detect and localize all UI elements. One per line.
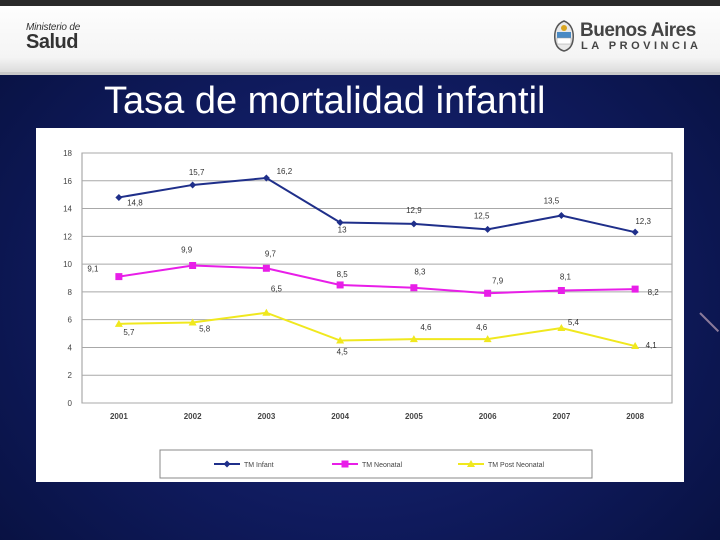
data-label: 4,6 [420, 323, 432, 332]
data-point [631, 228, 639, 236]
chart-legend: TM Infant TM Neonatal TM Post Neonatal [159, 449, 593, 479]
x-tick-label: 2008 [626, 412, 644, 421]
data-point [262, 174, 270, 182]
plot-frame [81, 152, 673, 404]
data-point [189, 262, 197, 269]
data-point [188, 318, 197, 326]
legend-label: TM Neonatal [362, 462, 403, 469]
ministerio-line1: Ministerio de [26, 22, 81, 33]
data-label: 8,2 [648, 288, 660, 297]
ministerio-logo: Ministerio de Salud [26, 22, 81, 53]
y-tick-label: 16 [63, 177, 72, 186]
data-label: 12,9 [406, 206, 422, 215]
data-label: 5,7 [123, 328, 135, 337]
data-label: 8,3 [414, 268, 426, 277]
data-label: 5,8 [199, 324, 211, 333]
legend-label: TM Post Neonatal [488, 462, 544, 469]
data-point [410, 220, 418, 228]
series-line [118, 311, 636, 348]
x-tick-label: 2006 [479, 412, 497, 421]
data-point [189, 181, 197, 189]
data-point [115, 273, 123, 281]
data-label: 8,5 [337, 270, 349, 279]
series-layer: 14,8 15,7 16,2 13 12,9 12,5 13,5 12,3 9,1 9,9 9,7 8… [87, 167, 659, 357]
y-tick-label: 4 [68, 343, 73, 352]
header-bar: Ministerio de Salud Buenos Aires LA PROV… [0, 0, 720, 75]
data-label: 6,5 [271, 285, 283, 294]
data-label: 16,2 [277, 167, 293, 176]
data-label: 14,8 [127, 198, 143, 207]
series-tm-post-neonatal: 5,7 5,8 6,5 4,5 4,6 4,6 5,4 4,1 [114, 285, 658, 357]
chart-panel: 0 2 4 6 8 10 12 14 16 18 2001 2002 2003 2004 2005 2006 2… [36, 128, 684, 482]
data-point [557, 324, 566, 331]
x-tick-label: 2005 [405, 412, 423, 421]
data-point [484, 289, 492, 297]
data-label: 12,5 [474, 211, 490, 220]
header-top-stripe [0, 0, 720, 6]
axis-layer: 0 2 4 6 8 10 12 14 16 18 2001 2002 2003 2004 2005 2006 2… [63, 149, 644, 421]
data-label: 13,5 [544, 197, 560, 206]
data-point [262, 308, 271, 316]
x-tick-label: 2002 [184, 412, 202, 421]
data-label: 5,4 [568, 318, 580, 327]
y-tick-label: 18 [63, 149, 72, 158]
data-label: 9,9 [181, 246, 193, 255]
data-label: 4,5 [337, 348, 349, 357]
x-tick-label: 2001 [110, 412, 128, 421]
data-label: 9,7 [265, 249, 277, 258]
ministerio-line2: Salud [26, 31, 78, 53]
data-point [483, 335, 492, 343]
brand-subtitle: LA PROVINCIA [581, 40, 702, 52]
series-line [118, 264, 636, 295]
data-label: 13 [338, 225, 347, 234]
x-tick-label: 2003 [257, 412, 275, 421]
legend-label: TM Infant [244, 462, 274, 469]
series-tm-neonatal: 9,1 9,9 9,7 8,5 8,3 7,9 8,1 8,2 [87, 246, 659, 298]
data-point [484, 225, 492, 233]
data-point [557, 287, 565, 294]
data-point [409, 335, 418, 343]
data-point [114, 319, 123, 327]
series-tm-infant: 14,8 15,7 16,2 13 12,9 12,5 13,5 12,3 [115, 167, 651, 236]
y-tick-label: 6 [68, 316, 73, 325]
data-point [336, 336, 345, 344]
province-seal-icon [554, 20, 574, 52]
buenos-aires-logo: Buenos Aires LA PROVINCIA [552, 20, 702, 56]
data-point [115, 193, 123, 201]
y-tick-label: 8 [68, 288, 73, 297]
data-label: 15,7 [189, 168, 205, 177]
data-label: 8,1 [560, 273, 572, 282]
decorative-line [699, 312, 720, 333]
data-label: 4,1 [646, 341, 658, 350]
data-point [631, 342, 640, 350]
x-tick-label: 2007 [552, 412, 570, 421]
y-tick-label: 2 [68, 371, 73, 380]
grid-layer [81, 152, 673, 404]
data-point [336, 281, 344, 289]
data-label: 4,6 [476, 323, 488, 332]
data-point [223, 460, 231, 468]
data-point [631, 285, 639, 293]
y-tick-label: 10 [63, 260, 72, 269]
slide-title: Tasa de mortalidad infantil [104, 80, 546, 122]
mortality-line-chart: 0 2 4 6 8 10 12 14 16 18 2001 2002 2003 2004 2005 2006 2… [63, 149, 673, 479]
data-label: 12,3 [635, 217, 651, 226]
data-label: 9,1 [87, 265, 99, 274]
x-tick-label: 2004 [331, 412, 349, 421]
series-line [118, 176, 636, 234]
data-point [336, 218, 344, 226]
brand-title: Buenos Aires [580, 20, 696, 41]
data-label: 7,9 [492, 276, 504, 285]
data-point [341, 460, 349, 468]
y-tick-label: 0 [68, 399, 73, 408]
y-tick-label: 14 [63, 205, 72, 214]
y-tick-label: 12 [63, 232, 72, 241]
data-point [410, 284, 418, 292]
data-point [557, 212, 565, 219]
data-point [467, 460, 475, 467]
data-point [262, 264, 270, 272]
